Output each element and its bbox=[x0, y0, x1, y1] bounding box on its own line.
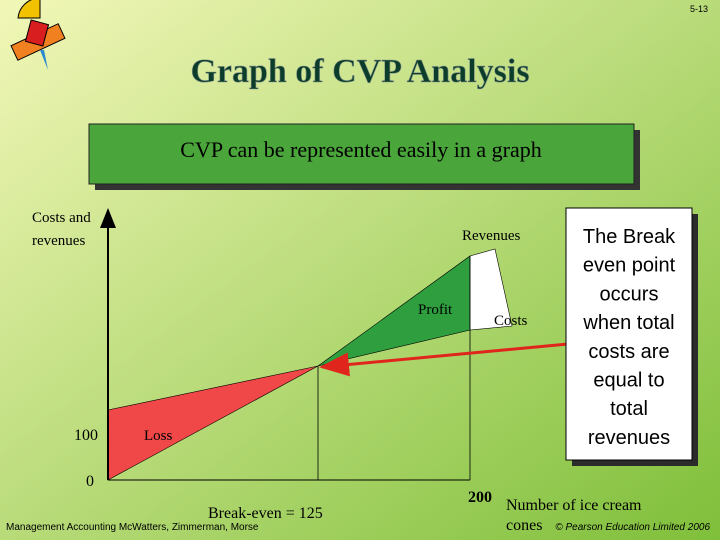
profit-label: Profit bbox=[418, 302, 453, 318]
footer-right: © Pearson Education Limited 2006 bbox=[555, 522, 710, 533]
callout-line: when total bbox=[582, 312, 674, 334]
subtitle: CVP can be represented easily in a graph bbox=[180, 137, 541, 162]
callout-box bbox=[565, 207, 693, 461]
callout-line: equal to bbox=[593, 370, 664, 392]
break-even-label: Break-even = 125 bbox=[208, 505, 323, 522]
y-zero-label: 0 bbox=[86, 473, 94, 490]
pointer-arrow bbox=[319, 342, 569, 377]
x-axis-label: Number of ice cream bbox=[506, 497, 642, 514]
loss-label: Loss bbox=[144, 428, 173, 444]
callout-line: total bbox=[610, 398, 648, 420]
callout-line: revenues bbox=[588, 427, 670, 449]
callout-line: occurs bbox=[600, 283, 659, 305]
y-axis-label: Costs and bbox=[32, 210, 91, 226]
y-axis-label: revenues bbox=[32, 233, 85, 249]
slide-number: 5-13 bbox=[690, 4, 708, 14]
subtitle-box bbox=[88, 123, 635, 185]
logo bbox=[10, 0, 66, 70]
callout-line: costs are bbox=[588, 341, 669, 363]
costs-label: Costs bbox=[494, 313, 528, 329]
title: Graph of CVP Analysis bbox=[190, 53, 529, 90]
y-fixed-label: 100 bbox=[74, 427, 98, 444]
x-end-label: 200 bbox=[468, 489, 492, 506]
footer-left: Management Accounting McWatters, Zimmerm… bbox=[6, 522, 259, 533]
revenues-label: Revenues bbox=[462, 228, 520, 244]
x-axis-label: cones bbox=[506, 517, 542, 534]
callout-line: even point bbox=[583, 255, 676, 277]
callout-line: The Break bbox=[583, 226, 676, 248]
